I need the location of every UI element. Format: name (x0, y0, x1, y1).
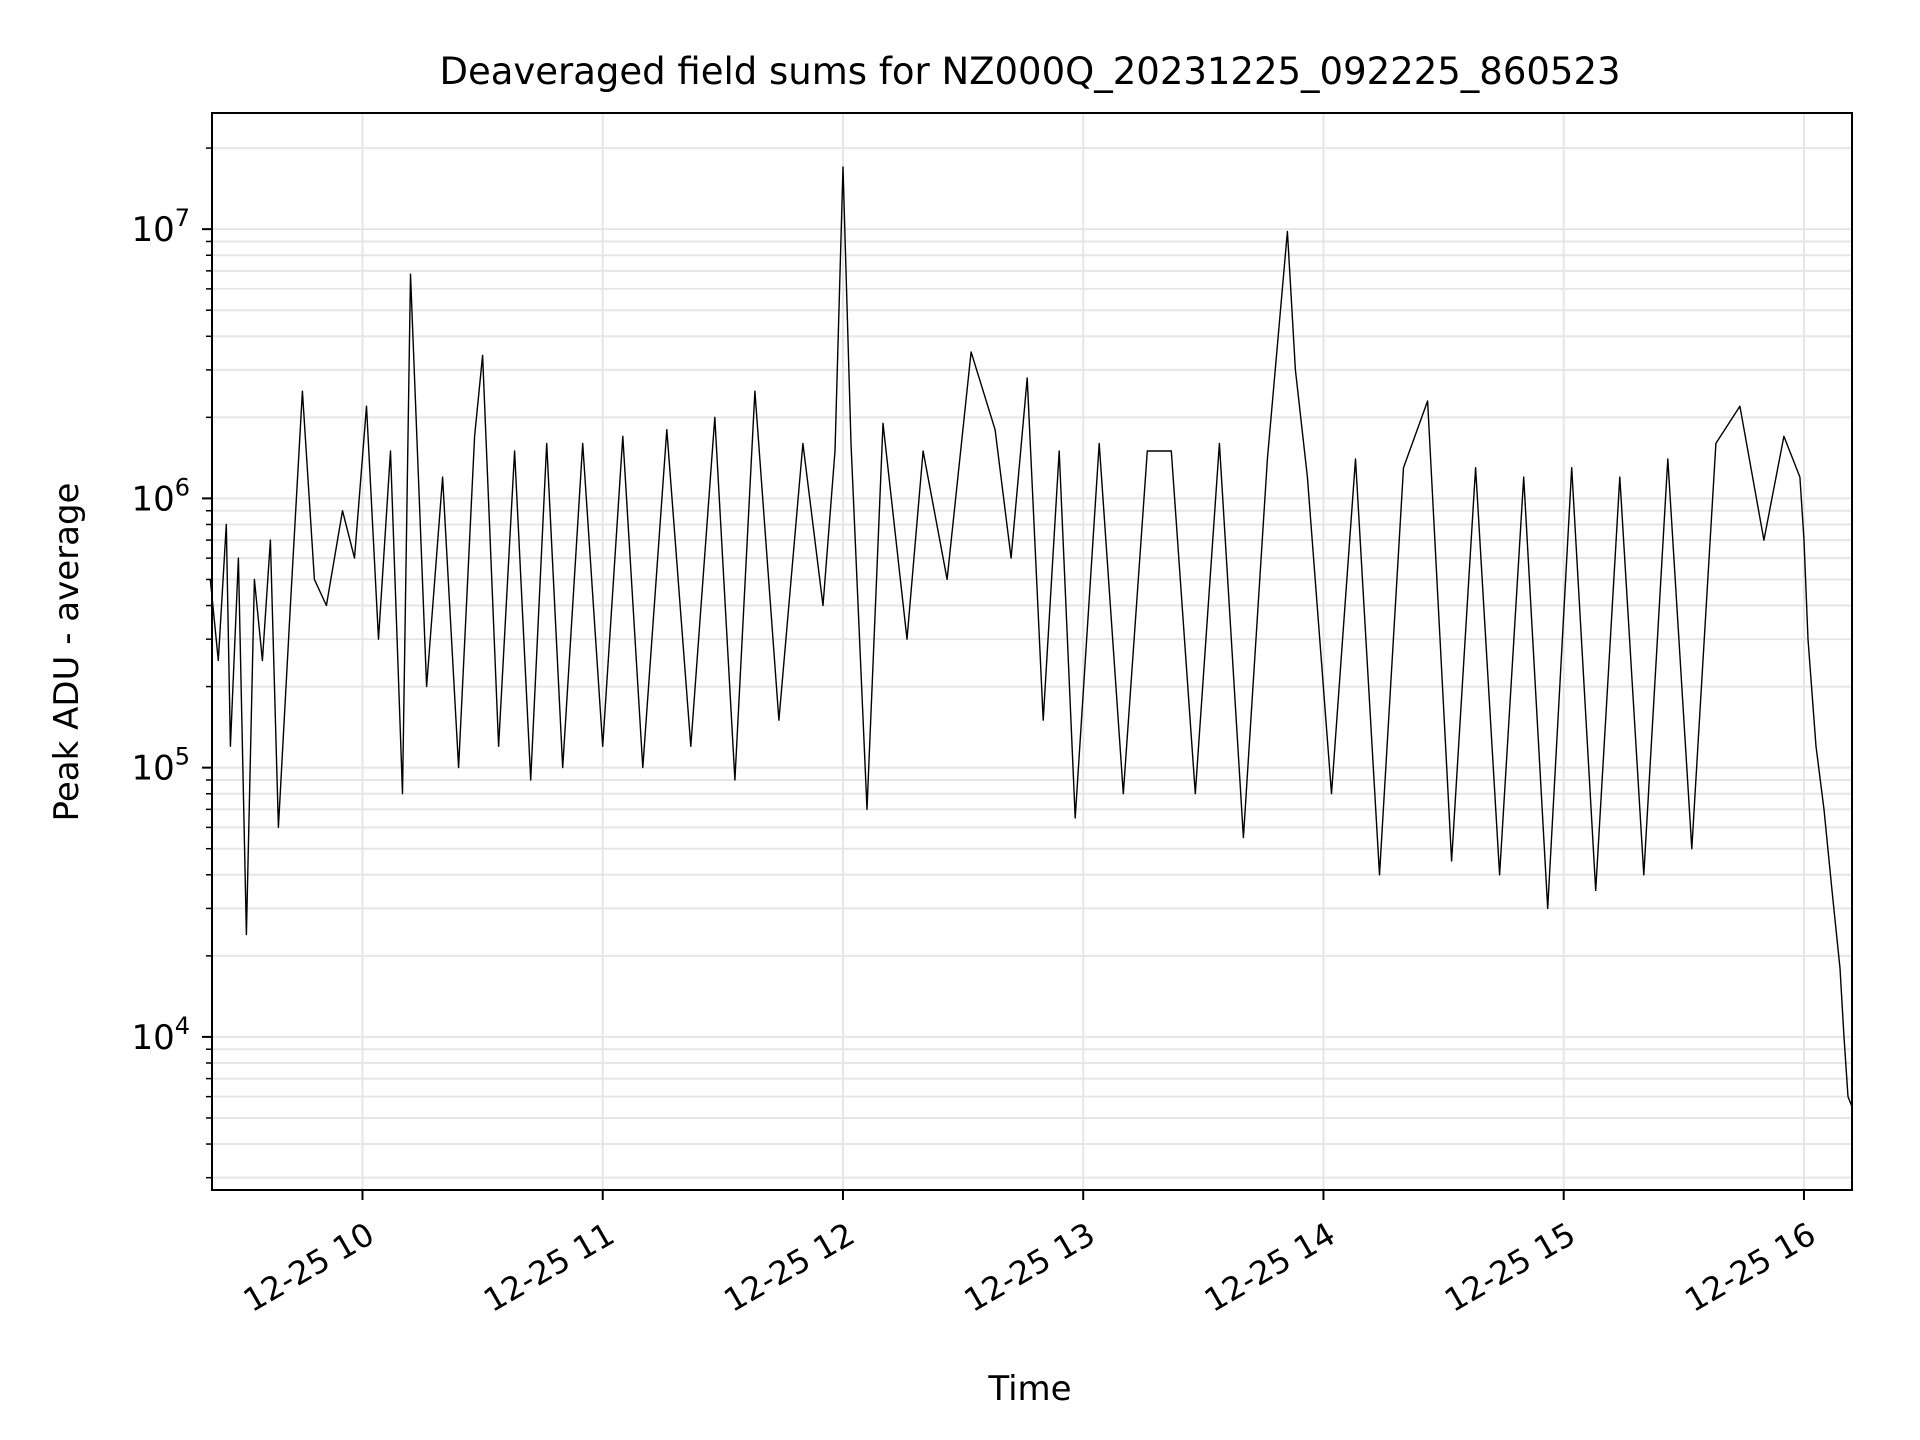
series-line (209, 166, 1853, 1108)
y-axis-label: Peak ADU - average (47, 483, 87, 822)
x-axis-label: Time (987, 1369, 1071, 1409)
chart-title: Deaveraged field sums for NZ000Q_2023122… (439, 50, 1620, 93)
y-tick-label: 107 (131, 204, 190, 250)
grid (212, 113, 1852, 1190)
y-tick-label: 105 (131, 743, 190, 789)
plot-frame (211, 112, 1853, 1191)
y-tick-label: 106 (131, 473, 190, 519)
y-tick-label: 104 (131, 1012, 190, 1058)
y-axis: 104 105 106 107 (131, 147, 212, 1179)
plot-area (209, 166, 1853, 1108)
